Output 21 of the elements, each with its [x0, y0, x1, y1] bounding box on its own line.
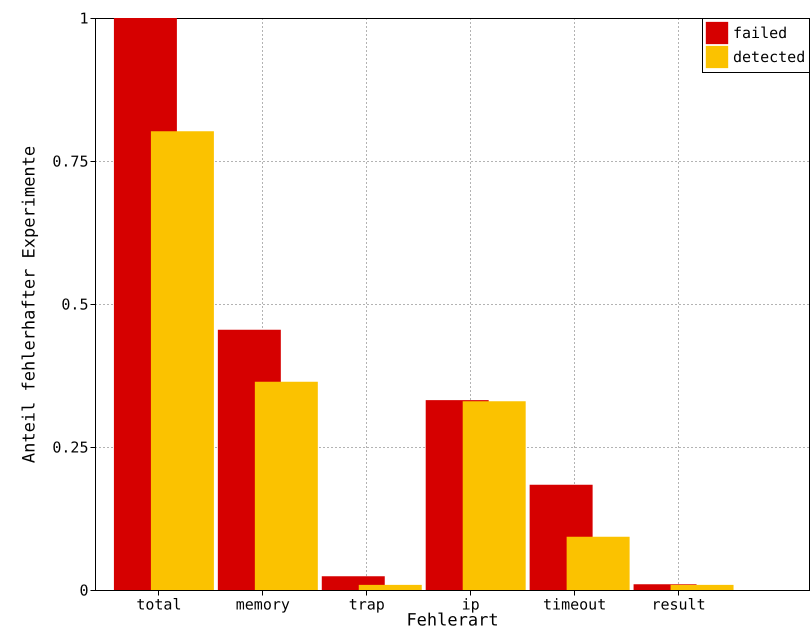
y-tick-label: 1 — [79, 10, 88, 28]
x-tick-label: result — [651, 596, 706, 614]
bar — [670, 584, 734, 590]
legend-label: failed — [733, 24, 788, 42]
y-axis-title: Anteil fehlerhafter Experimente — [19, 146, 40, 464]
y-tick-label: 0.25 — [52, 438, 88, 456]
x-axis-title: Fehlerart — [406, 610, 499, 630]
bar — [150, 131, 214, 590]
y-tick-label: 0.5 — [61, 296, 88, 314]
y-tick-label: 0.75 — [52, 152, 88, 170]
x-tick-label: total — [136, 596, 182, 614]
x-tick-label: trap — [348, 596, 385, 614]
legend-label: detected — [733, 48, 806, 66]
bar — [462, 401, 526, 590]
y-tick-label: 0 — [79, 582, 88, 600]
bar — [358, 584, 422, 590]
x-tick-label: memory — [236, 596, 290, 614]
bar — [566, 536, 630, 590]
x-tick-label: ip — [462, 596, 480, 614]
x-tick-label: timeout — [543, 596, 606, 614]
bar — [254, 382, 318, 590]
